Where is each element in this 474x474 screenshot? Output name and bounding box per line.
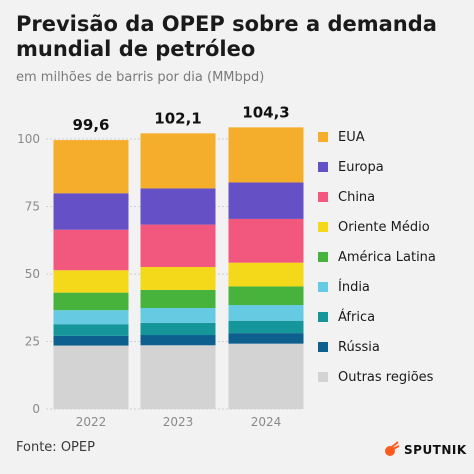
bar-segment-2024-américa-latina bbox=[228, 286, 304, 306]
bar-segment-2022-outras-regiões bbox=[53, 345, 129, 409]
bar-segment-2022-áfrica bbox=[53, 324, 129, 336]
bar-segment-2022-eua bbox=[53, 140, 129, 194]
bar-segment-2023-outras-regiões bbox=[140, 345, 216, 409]
bar-segment-2023-américa-latina bbox=[140, 289, 216, 309]
total-label: 102,1 bbox=[154, 109, 201, 127]
bar-segment-2024-oriente-médio bbox=[228, 262, 304, 287]
legend-label: China bbox=[338, 189, 376, 205]
bar-segment-2024-áfrica bbox=[228, 320, 304, 334]
brand-logo: SPUTNIK bbox=[382, 441, 467, 459]
total-label: 104,3 bbox=[242, 103, 289, 121]
legend-item: América Latina bbox=[318, 242, 436, 272]
legend-label: Europa bbox=[338, 159, 384, 175]
bar-segment-2022-rússia bbox=[53, 335, 129, 346]
bar-segment-2023-áfrica bbox=[140, 322, 216, 336]
legend-swatch bbox=[318, 222, 328, 232]
bar-segment-2022-américa-latina bbox=[53, 292, 129, 311]
bar-segment-2022-oriente-médio bbox=[53, 270, 129, 293]
bar-segment-2024-rússia bbox=[228, 333, 304, 344]
legend-label: EUA bbox=[338, 129, 365, 145]
legend-item: Rússia bbox=[318, 332, 436, 362]
bar-segment-2023-rússia bbox=[140, 335, 216, 346]
bar-segment-2023-china bbox=[140, 224, 216, 267]
bar-segment-2024-eua bbox=[228, 127, 304, 183]
total-label: 99,6 bbox=[72, 116, 109, 134]
legend-swatch bbox=[318, 342, 328, 352]
legend-label: Índia bbox=[338, 279, 370, 295]
bar-segment-2022-china bbox=[53, 229, 129, 271]
legend-label: América Latina bbox=[338, 249, 436, 265]
bar-segment-2023-eua bbox=[140, 133, 216, 189]
legend-swatch bbox=[318, 192, 328, 202]
y-tick-label: 25 bbox=[25, 335, 40, 349]
x-tick-label: 2022 bbox=[76, 415, 107, 429]
legend-swatch bbox=[318, 372, 328, 382]
chart-title-line-2: mundial de petróleo bbox=[16, 37, 256, 61]
legend-item: Oriente Médio bbox=[318, 212, 436, 242]
legend-swatch bbox=[318, 282, 328, 292]
legend-label: África bbox=[338, 309, 376, 325]
bar-segment-2024-índia bbox=[228, 305, 304, 321]
bar-segment-2023-europa bbox=[140, 188, 216, 225]
legend-label: Outras regiões bbox=[338, 369, 434, 385]
x-tick-label: 2024 bbox=[251, 415, 282, 429]
bar-segment-2024-europa bbox=[228, 182, 304, 219]
bar-segment-2022-europa bbox=[53, 193, 129, 230]
bar-segment-2023-índia bbox=[140, 308, 216, 323]
bar-segment-2024-outras-regiões bbox=[228, 343, 304, 409]
legend-swatch bbox=[318, 162, 328, 172]
legend-label: Rússia bbox=[338, 339, 380, 355]
y-tick-label: 50 bbox=[25, 267, 40, 281]
legend-item: EUA bbox=[318, 122, 436, 152]
x-tick-label: 2023 bbox=[163, 415, 194, 429]
brand-name: SPUTNIK bbox=[404, 443, 467, 457]
legend-swatch bbox=[318, 312, 328, 322]
legend-item: Outras regiões bbox=[318, 362, 436, 392]
y-tick-label: 75 bbox=[25, 200, 40, 214]
legend-item: África bbox=[318, 302, 436, 332]
chart-title: Previsão da OPEP sobre a demanda mundial… bbox=[16, 12, 466, 62]
source-note: Fonte: OPEP bbox=[16, 440, 95, 455]
legend-label: Oriente Médio bbox=[338, 219, 430, 235]
legend-item: Europa bbox=[318, 152, 436, 182]
bar-segment-2022-índia bbox=[53, 310, 129, 325]
legend-item: China bbox=[318, 182, 436, 212]
chart-subtitle: em milhões de barris por dia (MMbpd) bbox=[16, 70, 265, 85]
bar-segment-2024-china bbox=[228, 218, 304, 263]
bar-segment-2023-oriente-médio bbox=[140, 266, 216, 290]
y-tick-label: 100 bbox=[17, 132, 40, 146]
sputnik-logo-icon bbox=[385, 441, 400, 456]
chart-title-line-1: Previsão da OPEP sobre a demanda bbox=[16, 12, 437, 36]
legend-item: Índia bbox=[318, 272, 436, 302]
chart-legend: EUA Europa China Oriente Médio América Latin… bbox=[318, 122, 436, 392]
legend-swatch bbox=[318, 132, 328, 142]
legend-swatch bbox=[318, 252, 328, 262]
y-tick-label: 0 bbox=[32, 402, 40, 416]
